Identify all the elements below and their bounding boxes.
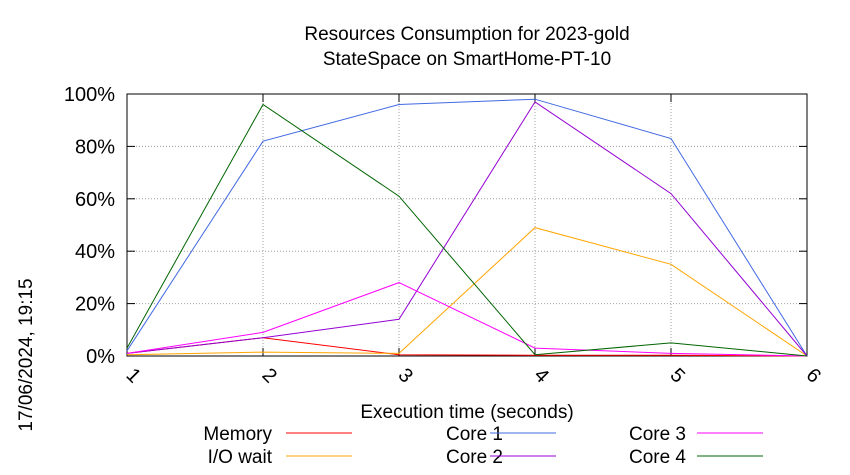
y-tick-label: 80%	[75, 136, 115, 158]
x-tick-label: 2	[258, 364, 281, 387]
x-tick-label: 1	[122, 364, 145, 387]
legend-label-core-4: Core 4	[629, 447, 686, 468]
x-tick-label: 4	[530, 364, 553, 387]
x-tick-labels: 1 2 3 4 5 6	[122, 364, 825, 387]
y-tick-label: 40%	[75, 241, 115, 263]
series-line-core-1	[126, 98, 808, 357]
grid	[127, 94, 807, 356]
chart-title-line-1: Resources Consumption for 2023-gold	[304, 24, 629, 45]
series-line-core-2	[126, 101, 808, 357]
y-tick-label: 100%	[64, 84, 115, 106]
legend-label-i-o-wait: I/O wait	[208, 447, 273, 468]
y-tick-label: 60%	[75, 189, 115, 211]
legend-label-core-3: Core 3	[629, 424, 686, 445]
x-axis-label: Execution time (seconds)	[360, 402, 573, 423]
series-line-i-o-wait	[126, 227, 808, 357]
legend-label-memory: Memory	[203, 424, 272, 445]
y-tick-labels: 0% 20% 40% 60% 80% 100%	[64, 84, 115, 368]
legend-label-core-2: Core 2	[446, 447, 503, 468]
x-tick-label: 6	[802, 364, 825, 387]
series-lines	[126, 98, 808, 357]
chart-title-line-2: StateSpace on SmartHome-PT-10	[323, 49, 611, 70]
y-tick-label: 0%	[86, 346, 115, 368]
x-tick-label: 5	[666, 364, 689, 387]
series-line-memory	[126, 337, 808, 357]
axes	[126, 93, 808, 357]
legend-label-core-1: Core 1	[446, 424, 503, 445]
series-line-core-3	[126, 282, 808, 357]
timestamp-label: 17/06/2024, 19:15	[16, 278, 37, 431]
plot-border	[126, 93, 808, 357]
x-tick-label: 3	[394, 364, 417, 387]
series-line-core-4	[126, 103, 808, 357]
y-tick-label: 20%	[75, 294, 115, 316]
